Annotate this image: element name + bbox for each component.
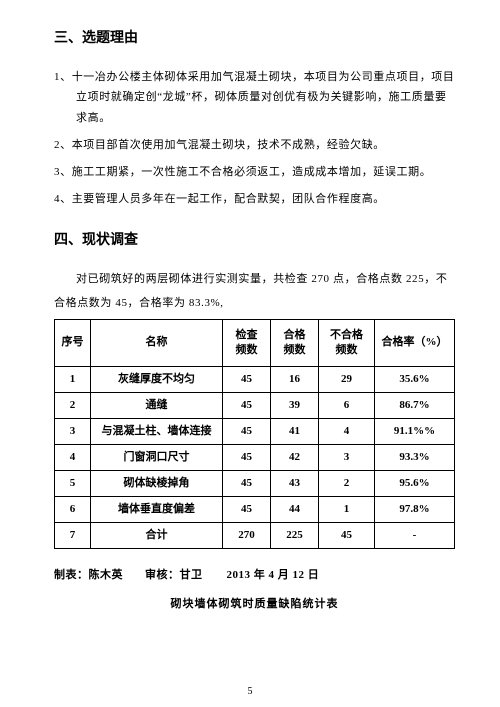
cell: 225	[271, 522, 319, 548]
cell: 1	[55, 366, 91, 392]
table-row: 7 合计 270 225 45 -	[55, 522, 455, 548]
maker-label: 制表：陈木英	[54, 565, 123, 586]
cell: 2	[319, 470, 375, 496]
cell: 灰缝厚度不均匀	[91, 366, 223, 392]
cell: 93.3%	[375, 444, 455, 470]
cell: 39	[271, 392, 319, 418]
col-seq: 序号	[55, 319, 91, 366]
reason-item-3: 3、施工工期紧，一次性施工不合格必须返工，造成成本增加，延误工期。	[54, 162, 455, 183]
item-no: 2、	[54, 139, 72, 151]
cell: 合计	[91, 522, 223, 548]
reason-item-1: 1、十一冶办公楼主体砌体采用加气混凝土砌块，本项目为公司重点项目，项目立项时就确…	[54, 67, 455, 130]
cell: 45	[223, 366, 271, 392]
item-text: 施工工期紧，一次性施工不合格必须返工，造成成本增加，延误工期。	[72, 166, 432, 178]
cell: 43	[271, 470, 319, 496]
table-row: 4 门窗洞口尺寸 45 42 3 93.3%	[55, 444, 455, 470]
item-text: 本项目部首次使用加气混凝土砌块，技术不成熟，经验欠缺。	[72, 139, 385, 151]
cell: 墙体垂直度偏差	[91, 496, 223, 522]
table-row: 2 通缝 45 39 6 86.7%	[55, 392, 455, 418]
cell: 44	[271, 496, 319, 522]
cell: 6	[319, 392, 375, 418]
page-number: 5	[0, 682, 500, 701]
item-no: 4、	[54, 193, 72, 205]
col-pass-rate: 合格率（%）	[375, 319, 455, 366]
cell: 砌体缺棱掉角	[91, 470, 223, 496]
cell: 42	[271, 444, 319, 470]
item-no: 1、	[54, 71, 72, 83]
cell: 3	[55, 418, 91, 444]
cell: 5	[55, 470, 91, 496]
cell: 与混凝土柱、墙体连接	[91, 418, 223, 444]
item-no: 3、	[54, 166, 72, 178]
cell: 41	[271, 418, 319, 444]
col-fail-count: 不合格频数	[319, 319, 375, 366]
table-title: 砌块墙体砌筑时质量缺陷统计表	[54, 594, 455, 615]
cell: 270	[223, 522, 271, 548]
checker-label: 审核：甘卫	[145, 565, 203, 586]
col-check-count: 检查频数	[223, 319, 271, 366]
item-text: 十一冶办公楼主体砌体采用加气混凝土砌块，本项目为公司重点项目，项目立项时就确定创…	[72, 71, 455, 125]
cell: 86.7%	[375, 392, 455, 418]
cell: 4	[55, 444, 91, 470]
reason-item-4: 4、主要管理人员多年在一起工作，配合默契，团队合作程度高。	[54, 189, 455, 210]
cell: 2	[55, 392, 91, 418]
cell: 1	[319, 496, 375, 522]
section3-title: 三、选题理由	[54, 26, 455, 53]
cell: 通缝	[91, 392, 223, 418]
cell: 45	[223, 418, 271, 444]
cell: 6	[55, 496, 91, 522]
cell: 95.6%	[375, 470, 455, 496]
table-row: 1 灰缝厚度不均匀 45 16 29 35.6%	[55, 366, 455, 392]
cell: -	[375, 522, 455, 548]
table-row: 3 与混凝土柱、墙体连接 45 41 4 91.1%%	[55, 418, 455, 444]
table-header-row: 序号 名称 检查频数 合格频数 不合格频数 合格率（%）	[55, 319, 455, 366]
cell: 45	[223, 444, 271, 470]
cell: 4	[319, 418, 375, 444]
cell: 门窗洞口尺寸	[91, 444, 223, 470]
col-pass-count: 合格频数	[271, 319, 319, 366]
cell: 91.1%%	[375, 418, 455, 444]
cell: 7	[55, 522, 91, 548]
cell: 45	[319, 522, 375, 548]
section4-title: 四、现状调查	[54, 228, 455, 255]
cell: 97.8%	[375, 496, 455, 522]
cell: 45	[223, 392, 271, 418]
stat-table: 序号 名称 检查频数 合格频数 不合格频数 合格率（%） 1 灰缝厚度不均匀 4…	[54, 319, 455, 549]
table-row: 6 墙体垂直度偏差 45 44 1 97.8%	[55, 496, 455, 522]
survey-intro: 对已砌筑好的两层砌体进行实测实量，共检查 270 点，合格点数 225，不合格点…	[54, 267, 455, 315]
cell: 45	[223, 470, 271, 496]
table-row: 5 砌体缺棱掉角 45 43 2 95.6%	[55, 470, 455, 496]
reason-item-2: 2、本项目部首次使用加气混凝土砌块，技术不成熟，经验欠缺。	[54, 135, 455, 156]
item-text: 主要管理人员多年在一起工作，配合默契，团队合作程度高。	[72, 193, 385, 205]
date-label: 2013 年 4 月 12 日	[227, 565, 320, 586]
cell: 35.6%	[375, 366, 455, 392]
signature-row: 制表：陈木英 审核：甘卫 2013 年 4 月 12 日	[54, 565, 455, 586]
cell: 45	[223, 496, 271, 522]
cell: 3	[319, 444, 375, 470]
cell: 29	[319, 366, 375, 392]
cell: 16	[271, 366, 319, 392]
col-name: 名称	[91, 319, 223, 366]
